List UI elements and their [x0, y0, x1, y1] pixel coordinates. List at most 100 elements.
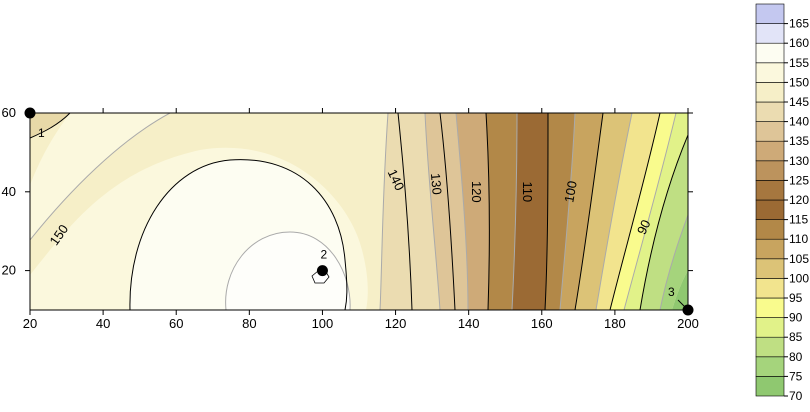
well-marker-2 — [316, 265, 328, 277]
contour-label-text: 110 — [520, 181, 535, 202]
legend-label: 115 — [789, 213, 808, 227]
contour-line-130 — [439, 113, 456, 310]
plot-frame — [29, 112, 689, 311]
legend-swatch — [755, 258, 785, 279]
contour-label-90: 90 — [634, 217, 654, 236]
contour-line-145 — [30, 113, 171, 241]
x-tick-label: 20 — [23, 316, 37, 331]
band-fill — [575, 113, 632, 310]
well-label-1: 1 — [38, 126, 45, 140]
legend-swatch — [755, 160, 785, 181]
legend-swatch — [755, 278, 785, 299]
legend-label: 75 — [789, 369, 803, 383]
band-fill — [640, 135, 688, 310]
well-label-3: 3 — [668, 285, 675, 299]
contour-label-text: 120 — [469, 181, 484, 203]
legend-label: 155 — [789, 56, 809, 70]
y-tick-label: 20 — [2, 263, 16, 278]
band-fill — [486, 113, 517, 310]
contour-label-110: 110 — [520, 181, 535, 202]
minor-contours — [30, 113, 688, 310]
legend-label: 100 — [789, 271, 809, 285]
band-fill — [545, 113, 575, 310]
legend-swatch — [755, 82, 785, 103]
legend-swatch — [755, 42, 785, 64]
x-tick-label: 200 — [677, 316, 699, 331]
x-tick-label: 40 — [96, 316, 110, 331]
band-fill — [660, 215, 688, 310]
legend-label: 120 — [789, 193, 809, 207]
legend-swatch — [755, 180, 785, 201]
contour-line-110 — [544, 113, 549, 310]
contour-line-105 — [559, 113, 576, 310]
legend-swatch — [755, 23, 785, 44]
legend-swatch — [755, 121, 785, 142]
contour-line-85 — [623, 113, 677, 310]
legend-swatch — [755, 199, 785, 220]
legend-swatch — [755, 101, 785, 122]
band-fill — [512, 113, 548, 310]
band-fill — [596, 113, 660, 310]
contour-label-text: 90 — [634, 217, 654, 236]
legend-swatch — [755, 140, 785, 162]
legend-label: 70 — [789, 389, 803, 403]
legend-swatch — [755, 356, 785, 377]
contour-label-120: 120 — [469, 181, 484, 203]
contour-line-140 — [397, 113, 413, 310]
band-fill — [610, 113, 676, 310]
legend-label: 165 — [789, 17, 809, 31]
contour-line-100 — [574, 113, 604, 310]
x-tick-label: 120 — [385, 316, 407, 331]
legend-label: 145 — [789, 95, 809, 109]
band-fill — [456, 113, 490, 310]
legend-swatch — [755, 238, 785, 260]
legend-label: 105 — [789, 252, 809, 266]
contour-line-145 — [379, 113, 389, 310]
legend-label: 125 — [789, 173, 809, 187]
legend-label: 95 — [789, 291, 803, 305]
legend-label: 135 — [789, 134, 809, 148]
contour-line-90 — [609, 113, 661, 310]
contour-line-95 — [595, 113, 633, 310]
legend-label: 160 — [789, 36, 809, 50]
contour-line-150-corner — [30, 113, 71, 139]
band-fill — [225, 232, 351, 310]
legend-swatch — [755, 376, 785, 397]
band-fill — [30, 113, 70, 138]
contour-line-75 — [659, 214, 688, 310]
contour-line-135 — [424, 113, 441, 310]
legend-label: 80 — [789, 350, 803, 364]
contour-line-125 — [455, 113, 469, 310]
legend-label: 150 — [789, 75, 809, 89]
legend: 165 160 155 150 145 140 135 130 125 120 115 110 105 1… — [755, 3, 809, 403]
band-fill — [560, 113, 603, 310]
x-tick-label: 140 — [458, 316, 480, 331]
contour-line-80 — [639, 134, 688, 310]
legend-swatch — [755, 3, 785, 24]
contour-line-155 — [225, 231, 351, 310]
legend-label: 85 — [789, 330, 803, 344]
wells: 1 2 3 — [24, 107, 694, 316]
band-fill — [624, 113, 688, 310]
x-tick-label: 80 — [242, 316, 256, 331]
contour-label-100: 100 — [561, 180, 580, 204]
x-tick-label: 180 — [604, 316, 626, 331]
contour-label-text: 100 — [561, 180, 580, 204]
well-leader — [677, 299, 687, 309]
x-tick-label: 100 — [312, 316, 334, 331]
band-fill — [672, 270, 688, 310]
y-tick-label: 40 — [2, 184, 16, 199]
legend-swatch — [755, 219, 785, 240]
x-tick-label: 60 — [169, 316, 183, 331]
y-axis: 20 40 60 — [2, 105, 693, 278]
contour-line-120 — [485, 113, 490, 310]
x-axis: 20 40 60 80 100 120 140 160 180 200 — [23, 108, 699, 331]
contour-label-130: 130 — [428, 172, 445, 195]
band-fill — [380, 113, 440, 310]
legend-label: 110 — [789, 232, 808, 246]
legend-label: 140 — [789, 115, 809, 129]
legend-swatch — [755, 317, 785, 338]
legend-swatch — [755, 297, 785, 318]
